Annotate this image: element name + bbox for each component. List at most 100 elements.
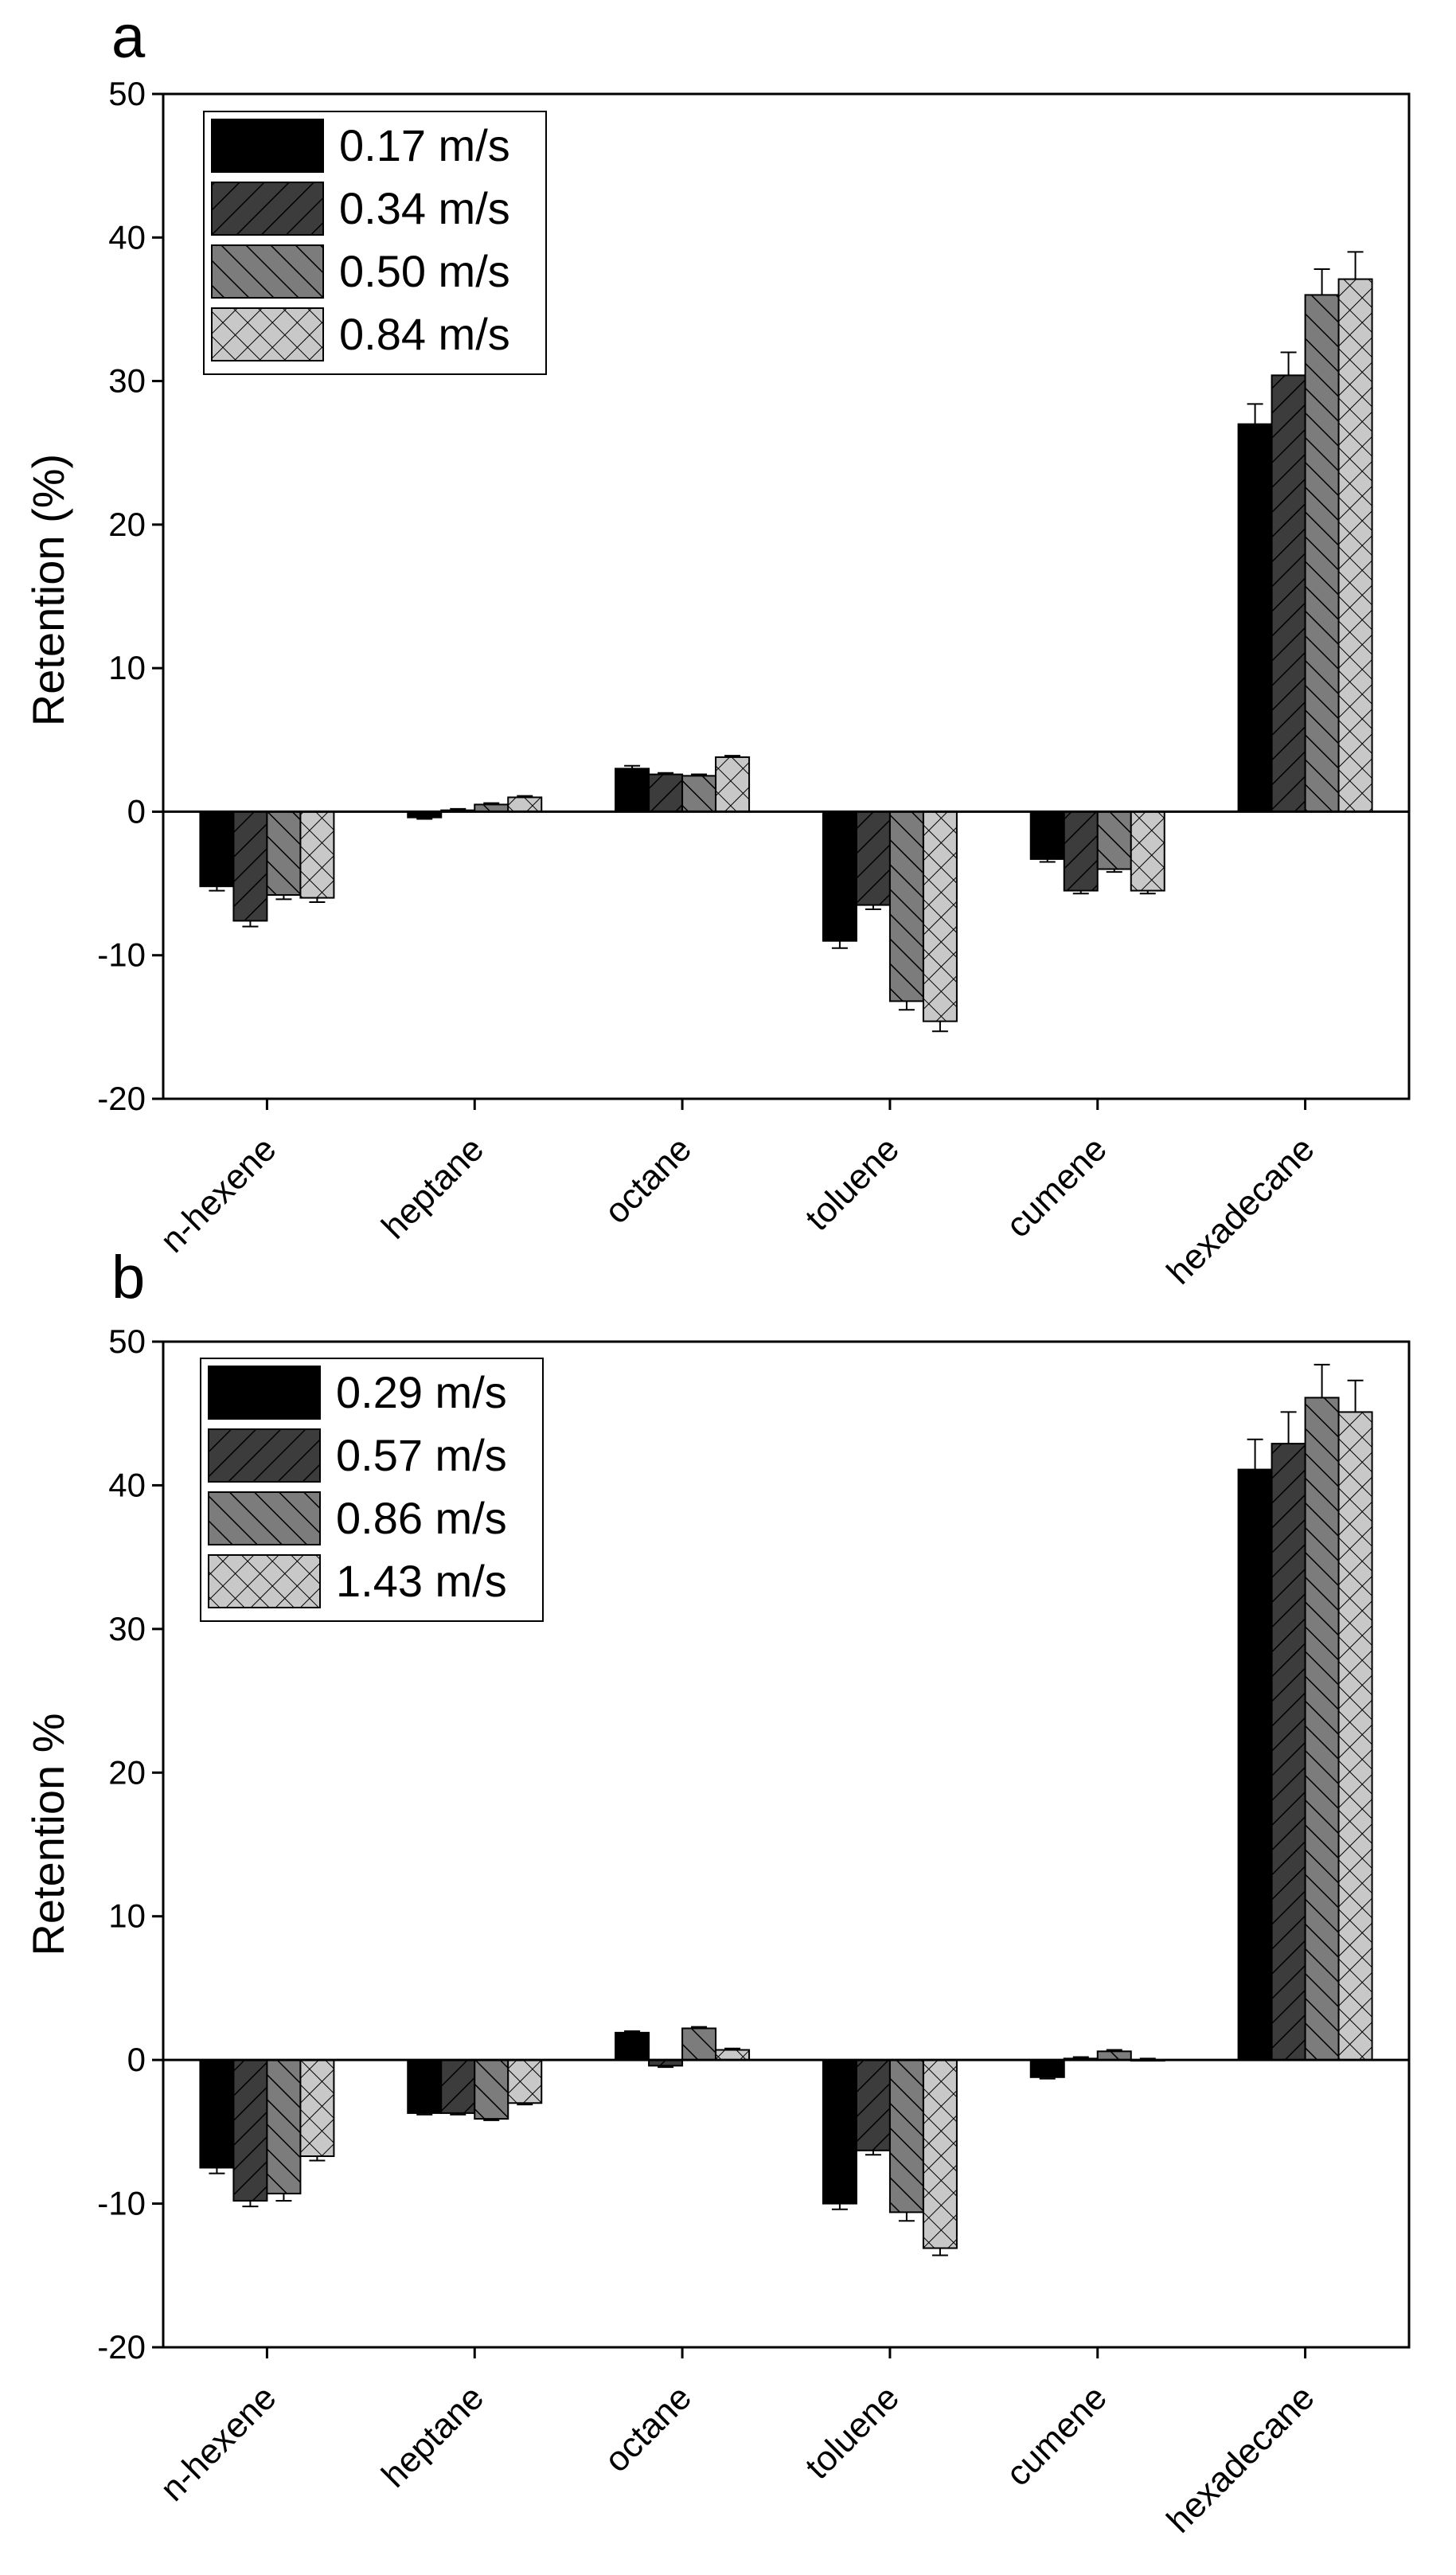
panel-b-bar-hatch bbox=[1338, 1412, 1372, 2061]
panel-b-bar-hatch bbox=[923, 2060, 957, 2249]
panel-b-letter: b bbox=[111, 1244, 145, 1311]
panel-b-y-tick-label: 0 bbox=[127, 2041, 146, 2078]
panel-a-category-label: cumene bbox=[998, 1129, 1114, 1245]
panel-b-category-label: cumene bbox=[998, 2378, 1114, 2493]
panel-a-legend-label: 0.84 m/s bbox=[339, 309, 510, 359]
panel-b-bar-hatch bbox=[889, 2060, 923, 2213]
panel-b-category-label: heptane bbox=[374, 2378, 491, 2495]
panel-b-legend-swatch-hatch bbox=[209, 1429, 320, 1482]
panel-b-category-label: n-hexene bbox=[153, 2378, 283, 2508]
panel-b-y-ticks: -20 -10 0 10 20 30 40 50 bbox=[97, 1323, 163, 2366]
panel-a-y-tick-label: 30 bbox=[108, 362, 146, 400]
panel-a-legend-swatch bbox=[211, 119, 324, 173]
panel-b-plot-frame bbox=[162, 1340, 1411, 2349]
panel-b-category-label: hexadecane bbox=[1159, 2378, 1321, 2540]
panel-b-bar bbox=[199, 2059, 235, 2169]
panel-b-legend-swatch-hatch bbox=[209, 1555, 320, 1608]
panel-b-y-tick-label: 40 bbox=[108, 1466, 146, 1503]
panel-a-category-label: hexadecane bbox=[1159, 1129, 1321, 1291]
panel-a-bar bbox=[1029, 811, 1065, 860]
panel-a-category-label: n-hexene bbox=[153, 1129, 283, 1260]
panel-a-y-tick-label: 40 bbox=[108, 218, 146, 256]
panel-b-bar bbox=[1237, 1468, 1273, 2061]
panel-b-bar-hatch bbox=[682, 2028, 716, 2061]
panel-a-bar-hatch bbox=[856, 811, 890, 905]
panel-a-y-tick-label: -10 bbox=[97, 936, 146, 974]
panel-b-bar-hatch bbox=[300, 2060, 334, 2157]
panel-b-legend: 0.29 m/s 0.57 m/s 0.86 m/s 1.43 m/s bbox=[200, 1358, 544, 1622]
panel-a-legend-label: 0.17 m/s bbox=[339, 120, 510, 170]
panel-a-y-tick-label: 10 bbox=[108, 649, 146, 686]
panel-a-y-tick-label: 0 bbox=[127, 792, 146, 830]
panel-a-legend-label: 0.34 m/s bbox=[339, 183, 510, 233]
panel-b-bar-hatch bbox=[474, 2060, 509, 2120]
panel-a-letter: a bbox=[111, 3, 146, 71]
panel-a: a Retention (%) -20 -10 0 10 20 30 40 50 n-hexe… bbox=[23, 3, 1411, 1292]
panel-b-bar-hatch bbox=[267, 2060, 301, 2194]
panel-a-category-labels: n-hexene heptane octane toluene cumene hexade… bbox=[153, 1099, 1322, 1292]
panel-a-bar-hatch bbox=[923, 811, 957, 1022]
panel-b-bar bbox=[822, 2059, 857, 2205]
panel-b-bar-hatch bbox=[508, 2060, 542, 2104]
panel-b: b Retention % -20 -10 0 10 20 30 40 50 n-hexene… bbox=[23, 1244, 1411, 2541]
panel-a-bar bbox=[615, 768, 650, 813]
panel-b-y-tick-label: -10 bbox=[97, 2185, 146, 2222]
panel-b-y-tick-label: 30 bbox=[108, 1610, 146, 1647]
panel-b-bar bbox=[1029, 2059, 1065, 2078]
panel-a-bar-hatch bbox=[1271, 375, 1306, 812]
panel-b-bar bbox=[615, 2031, 650, 2061]
panel-b-bar-hatch bbox=[441, 2060, 475, 2113]
panel-a-bar-hatch bbox=[1305, 295, 1339, 812]
panel-a-bar-hatch bbox=[649, 774, 683, 812]
panel-a-bar-hatch bbox=[889, 811, 923, 1002]
panel-a-plot-frame bbox=[162, 92, 1411, 1100]
panel-b-y-tick-label: 10 bbox=[108, 1897, 146, 1935]
panel-a-category-label: heptane bbox=[374, 1129, 491, 1246]
panel-b-y-tick-label: -20 bbox=[97, 2328, 146, 2366]
panel-b-legend-swatch-hatch bbox=[209, 1492, 320, 1545]
panel-b-category-label: toluene bbox=[798, 2378, 907, 2487]
panel-a-bar-hatch bbox=[1064, 811, 1098, 891]
panel-b-bar-hatch bbox=[716, 2049, 750, 2061]
panel-a-y-ticks: -20 -10 0 10 20 30 40 50 bbox=[97, 75, 163, 1117]
panel-b-bar bbox=[407, 2059, 443, 2114]
panel-b-bar-hatch bbox=[1271, 1444, 1306, 2061]
panel-a-bar-hatch bbox=[508, 797, 542, 812]
panel-a-legend-swatch-hatch bbox=[212, 245, 323, 298]
panel-a-y-axis-label: Retention (%) bbox=[23, 454, 73, 726]
panel-b-y-tick-label: 50 bbox=[108, 1323, 146, 1360]
panel-a-legend: 0.17 m/s 0.34 m/s 0.50 m/s 0.84 m/s bbox=[203, 111, 547, 375]
panel-b-legend-label: 0.57 m/s bbox=[336, 1430, 507, 1480]
panel-a-bar-hatch bbox=[300, 811, 334, 898]
panel-a-bars bbox=[199, 251, 1373, 1033]
panel-b-bars bbox=[199, 1363, 1373, 2257]
panel-a-legend-swatch-hatch bbox=[212, 182, 323, 235]
panel-b-bar-hatch bbox=[856, 2060, 890, 2151]
panel-b-legend-label: 0.29 m/s bbox=[336, 1367, 507, 1417]
panel-a-y-tick-label: 50 bbox=[108, 75, 146, 112]
panel-b-legend-label: 0.86 m/s bbox=[336, 1493, 507, 1543]
panel-b-y-axis-label: Retention % bbox=[23, 1713, 73, 1956]
panel-a-bar-hatch bbox=[233, 811, 267, 921]
panel-b-category-label: octane bbox=[597, 2378, 699, 2479]
panel-b-bar-hatch bbox=[1097, 2051, 1131, 2061]
panel-a-bar-hatch bbox=[267, 811, 301, 895]
panel-a-bar-hatch bbox=[716, 756, 750, 812]
panel-a-y-tick-label: 20 bbox=[108, 506, 146, 543]
panel-a-y-tick-label: -20 bbox=[97, 1080, 146, 1117]
panel-b-legend-swatch bbox=[208, 1366, 321, 1420]
panel-b-bar-hatch bbox=[649, 2060, 683, 2066]
panel-a-category-label: octane bbox=[597, 1129, 699, 1231]
panel-a-category-label: toluene bbox=[798, 1129, 907, 1238]
panel-b-y-tick-label: 20 bbox=[108, 1753, 146, 1791]
panel-b-legend-label: 1.43 m/s bbox=[336, 1556, 507, 1606]
panel-a-bar-hatch bbox=[1338, 279, 1372, 812]
panel-a-bar bbox=[199, 811, 235, 888]
panel-a-bar bbox=[1237, 423, 1273, 813]
panel-a-bar-hatch bbox=[1130, 811, 1165, 891]
panel-a-legend-swatch-hatch bbox=[212, 308, 323, 361]
panel-a-bar-hatch bbox=[1097, 811, 1131, 869]
panel-a-bar bbox=[822, 811, 857, 942]
panel-b-category-labels: n-hexene heptane octane toluene cumene hexade… bbox=[153, 2347, 1322, 2541]
